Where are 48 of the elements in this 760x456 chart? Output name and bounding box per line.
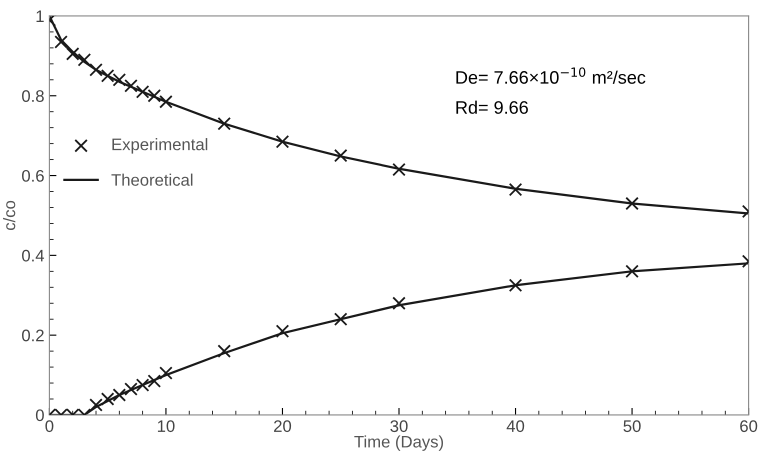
point (159, 366, 173, 380)
point (112, 388, 126, 402)
point (334, 312, 348, 326)
x-tick-label: 60 (740, 420, 758, 432)
point (148, 89, 161, 102)
point (334, 148, 348, 162)
point (217, 116, 231, 130)
annotation: Rd= 9.66 (456, 100, 528, 114)
point (136, 85, 150, 98)
y-axis-title: c/co (3, 200, 16, 230)
legend-label: Experimental (112, 138, 208, 154)
point (54, 35, 68, 49)
x-tick-label: 30 (390, 420, 408, 432)
x-tick-label: 40 (506, 420, 524, 432)
x-tick-label: 0 (45, 420, 54, 432)
point (276, 324, 290, 338)
annotation: De= 7.66×10$^{−10}$ m²/sec (456, 67, 646, 84)
y-tick-label: 0.8 (22, 90, 44, 102)
point (112, 73, 126, 87)
y-tick-label: 0 (36, 409, 44, 422)
point (124, 382, 138, 396)
point (625, 264, 639, 278)
point (124, 79, 138, 92)
legend-label: Theoretical (111, 174, 192, 186)
point (276, 134, 290, 148)
point (159, 95, 173, 108)
y-tick-label: 0.2 (22, 330, 44, 342)
point (508, 182, 522, 196)
point (392, 162, 406, 176)
point (78, 53, 92, 67)
y-tick-label: 0.6 (22, 170, 44, 182)
point (625, 196, 639, 210)
x-axis-title: Time (Days) (354, 435, 444, 451)
point (89, 63, 103, 77)
y-tick-label: 1 (36, 10, 44, 22)
x-tick-label: 10 (158, 420, 175, 432)
point (89, 398, 103, 412)
point (392, 296, 406, 310)
point (66, 47, 80, 61)
point (100, 69, 114, 83)
y-tick-label: 0.4 (22, 250, 44, 262)
point (100, 392, 114, 406)
point (508, 278, 522, 292)
point (148, 374, 161, 388)
x-tick-label: 50 (623, 420, 641, 432)
point (217, 344, 231, 358)
point (136, 378, 150, 392)
x-tick-label: 20 (274, 420, 292, 432)
